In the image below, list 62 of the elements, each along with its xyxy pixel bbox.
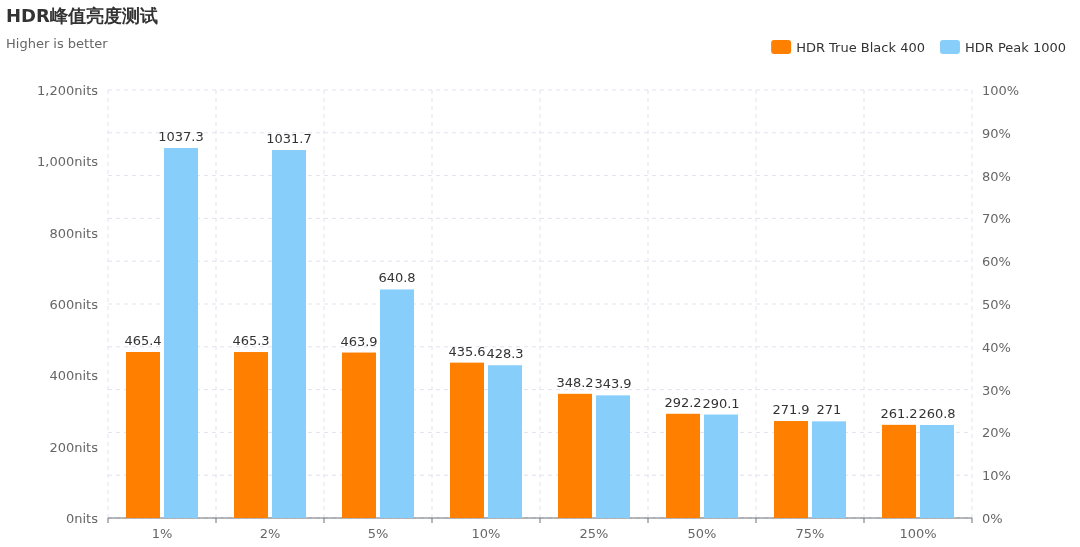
- bar: [272, 150, 306, 518]
- legend-label: HDR True Black 400: [796, 40, 925, 55]
- x-tick-label: 1%: [151, 526, 173, 541]
- y-tick-label: 1,000nits: [37, 154, 99, 170]
- legend-label: HDR Peak 1000: [964, 40, 1066, 55]
- y-tick-label: 200nits: [49, 439, 99, 455]
- chart-title: HDR峰值亮度测试: [6, 5, 158, 26]
- y2-tick-label: 10%: [982, 468, 1011, 484]
- data-label: 463.9: [340, 333, 378, 349]
- bar: [812, 421, 846, 518]
- data-label: 260.8: [918, 405, 956, 421]
- y2-tick-label: 0%: [982, 511, 1003, 526]
- y2-tick-label: 20%: [982, 425, 1011, 441]
- y-tick-label: 600nits: [49, 297, 99, 312]
- chart-subtitle: Higher is better: [6, 36, 109, 51]
- data-label: 271: [816, 402, 842, 418]
- bar: [164, 148, 198, 518]
- data-label: 640.8: [378, 270, 416, 286]
- x-tick-label: 25%: [579, 526, 609, 541]
- y-tick-label: 0nits: [66, 511, 99, 526]
- bar: [450, 362, 484, 518]
- y2-tick-label: 90%: [982, 125, 1011, 141]
- data-label: 1037.3: [158, 129, 204, 145]
- data-label: 465.4: [124, 333, 162, 349]
- bar: [666, 413, 700, 518]
- bar: [342, 352, 376, 518]
- data-label: 271.9: [772, 402, 810, 418]
- data-label: 290.1: [702, 395, 740, 411]
- bar: [774, 421, 808, 518]
- y-tick-label: 1,200nits: [37, 83, 99, 98]
- data-label: 1031.7: [266, 131, 312, 147]
- y2-tick-label: 30%: [982, 382, 1011, 398]
- x-tick-label: 75%: [795, 526, 825, 541]
- y2-tick-label: 80%: [982, 168, 1011, 184]
- bar: [596, 395, 630, 518]
- data-label: 428.3: [486, 346, 524, 362]
- data-label: 465.3: [232, 333, 270, 349]
- data-label: 292.2: [664, 394, 702, 410]
- bar: [882, 424, 916, 518]
- y2-tick-label: 70%: [982, 211, 1011, 227]
- y2-tick-label: 100%: [982, 83, 1020, 98]
- x-tick-label: 2%: [259, 526, 281, 541]
- y-tick-label: 800nits: [49, 225, 99, 241]
- bar: [234, 352, 268, 518]
- y-tick-label: 400nits: [49, 368, 99, 384]
- y2-tick-label: 60%: [982, 254, 1011, 270]
- data-label: 343.9: [594, 376, 632, 392]
- bar: [380, 289, 414, 518]
- y2-tick-label: 50%: [982, 297, 1011, 312]
- x-tick-label: 5%: [367, 526, 389, 541]
- bar: [558, 393, 592, 518]
- x-tick-label: 10%: [471, 526, 501, 541]
- bar: [920, 424, 954, 518]
- data-label: 261.2: [880, 405, 918, 421]
- x-tick-label: 50%: [687, 526, 717, 541]
- bar: [704, 414, 738, 518]
- data-label: 348.2: [556, 374, 594, 390]
- x-tick-label: 100%: [899, 526, 937, 541]
- bar: [126, 352, 160, 518]
- y2-tick-label: 40%: [982, 339, 1011, 355]
- data-label: 435.6: [448, 343, 486, 359]
- bar: [488, 365, 522, 518]
